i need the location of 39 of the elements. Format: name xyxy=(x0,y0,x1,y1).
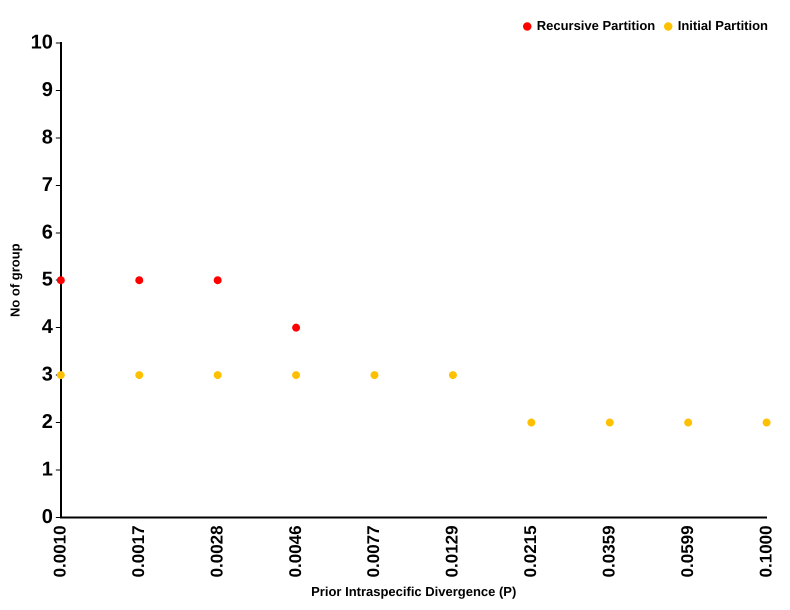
point xyxy=(135,276,144,284)
point xyxy=(135,371,144,380)
y-tick-label: 5 xyxy=(42,268,53,291)
point xyxy=(214,371,222,380)
y-tick-label: 7 xyxy=(42,174,53,196)
y-tick-label: 8 xyxy=(42,126,53,148)
y-tick-label: 10 xyxy=(30,32,53,54)
y-tick-label: 0 xyxy=(42,506,53,528)
legend-label: Recursive Partition xyxy=(536,18,656,34)
x-tick-label: 0.0129 xyxy=(442,525,462,578)
x-axis-title: Prior Intraspecific Divergence (P) xyxy=(311,584,516,599)
point xyxy=(370,371,379,380)
point xyxy=(606,418,614,427)
x-tick-label: 0.0077 xyxy=(364,525,384,578)
y-axis-title: No of group xyxy=(7,243,22,318)
y-tick-label: 3 xyxy=(42,364,53,386)
point xyxy=(292,324,300,332)
x-tick-label: 0.0017 xyxy=(128,525,148,578)
y-tick-label: 2 xyxy=(42,411,53,434)
x-tick-label: 0.0046 xyxy=(286,525,305,578)
x-tick-label: 0.0028 xyxy=(207,525,226,578)
x-tick-label: 0.0215 xyxy=(521,525,540,578)
legend-label: Initial Partition xyxy=(678,18,768,34)
x-tick-label: 0.0599 xyxy=(678,525,697,578)
point xyxy=(448,371,457,380)
y-tick-label: 4 xyxy=(42,316,54,338)
point xyxy=(292,371,300,380)
y-tick-label: 1 xyxy=(42,458,53,480)
x-tick-label: 0.0010 xyxy=(50,525,70,578)
point xyxy=(684,418,692,427)
point xyxy=(56,371,65,380)
x-tick-label: 0.1000 xyxy=(756,525,776,578)
point xyxy=(762,418,771,427)
x-tick-label: 0.0359 xyxy=(599,525,618,578)
y-tick-label: 6 xyxy=(42,221,53,244)
point xyxy=(56,276,65,284)
point xyxy=(214,276,222,284)
y-tick-label: 9 xyxy=(42,78,53,101)
point xyxy=(527,418,536,427)
